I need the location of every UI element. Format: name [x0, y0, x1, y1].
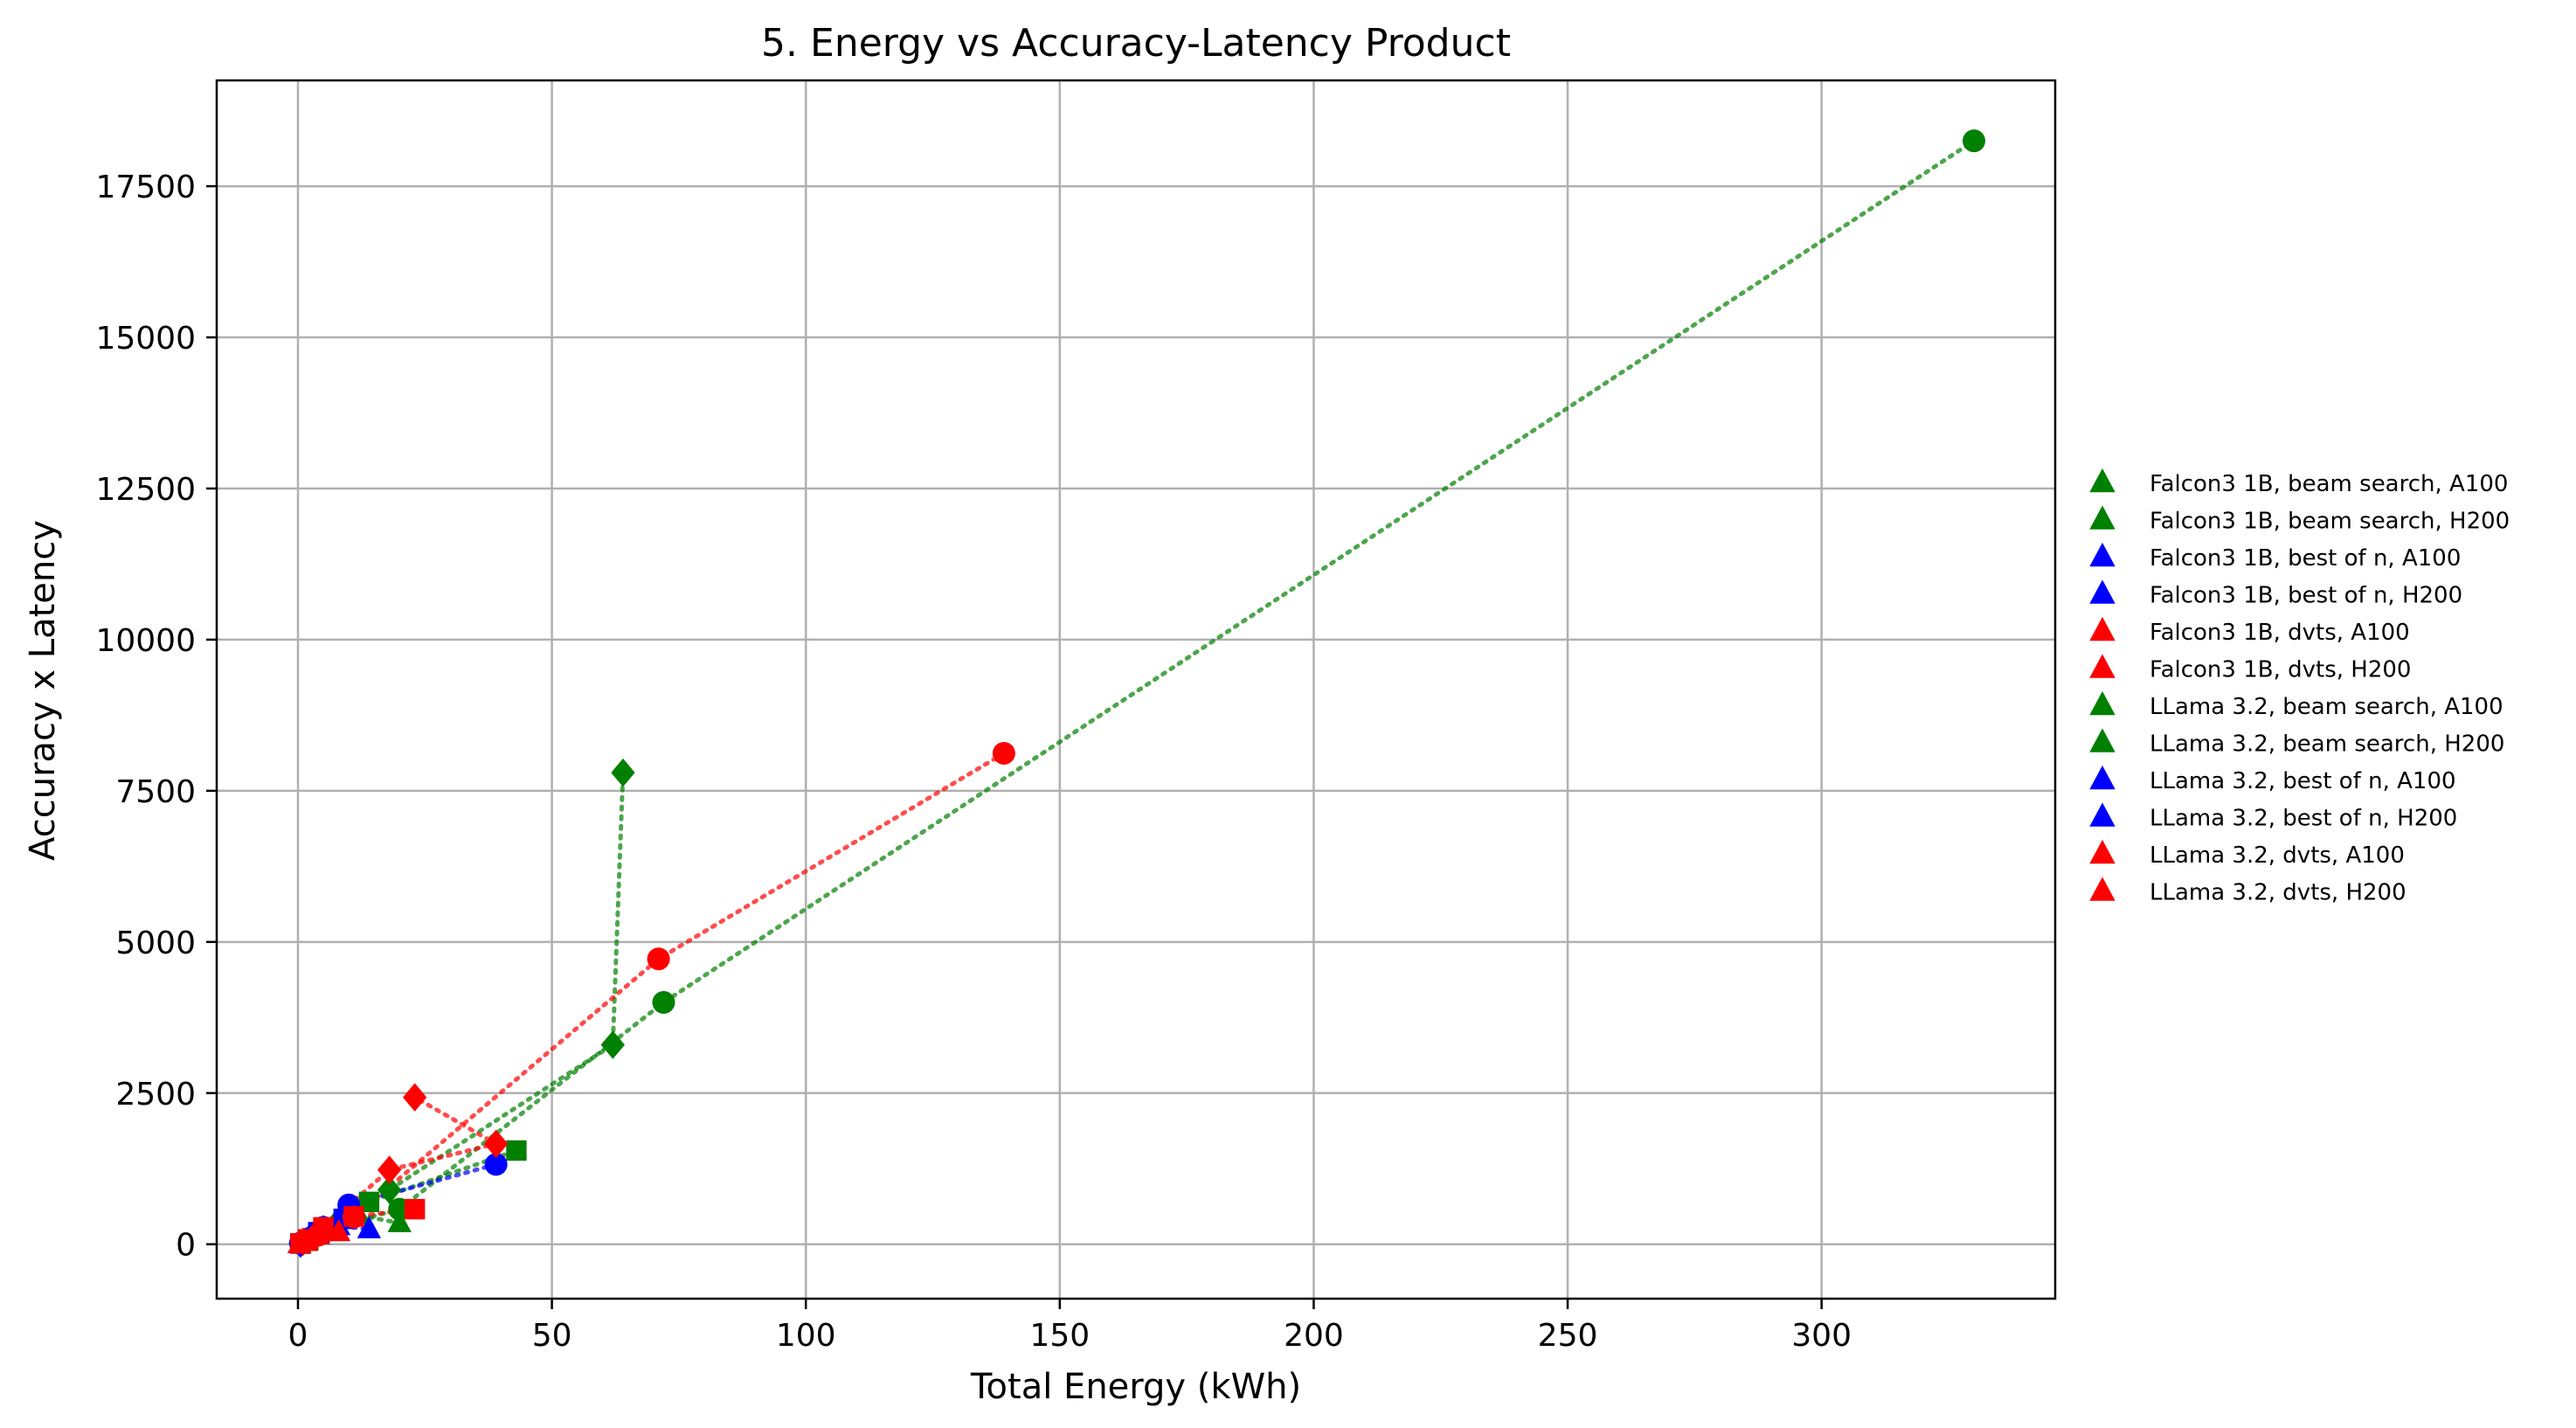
series-line — [298, 770, 626, 1246]
x-tick-label: 0 — [288, 1318, 308, 1354]
legend-label: Falcon3 1B, best of n, H200 — [2150, 583, 2462, 609]
y-axis-label: Accuracy x Latency — [23, 520, 63, 861]
legend-marker — [2089, 690, 2116, 716]
legend-marker — [2089, 505, 2116, 530]
legend-label: LLama 3.2, beam search, H200 — [2150, 731, 2504, 758]
legend-label: Falcon3 1B, dvts, A100 — [2150, 620, 2410, 646]
legend-marker — [2089, 616, 2116, 641]
data-point — [306, 1222, 330, 1244]
legend-label: LLama 3.2, dvts, H200 — [2150, 880, 2406, 906]
legend-marker — [2089, 877, 2116, 901]
x-tick-label: 150 — [1029, 1318, 1090, 1354]
legend-label: Falcon3 1B, beam search, A100 — [2150, 471, 2508, 497]
data-point — [326, 1218, 351, 1242]
data-point — [357, 1216, 382, 1238]
y-tick-label: 10000 — [95, 623, 196, 659]
legend-marker — [2089, 654, 2116, 678]
legend-label: LLama 3.2, best of n, A100 — [2150, 768, 2456, 794]
x-axis-ticks: 0 50 100 150 200 250 300 — [288, 1299, 1852, 1354]
legend-marker — [2089, 468, 2116, 493]
x-tick-label: 100 — [776, 1318, 836, 1354]
data-point — [403, 1083, 427, 1112]
x-tick-label: 200 — [1284, 1318, 1344, 1354]
x-tick-label: 50 — [532, 1318, 572, 1354]
data-point — [600, 1030, 625, 1059]
legend-label: Falcon3 1B, beam search, H200 — [2150, 509, 2510, 535]
data-point — [377, 1155, 402, 1184]
data-point — [611, 758, 635, 787]
plot-frame — [215, 79, 2057, 1300]
data-point — [652, 991, 675, 1015]
data-point — [377, 1175, 402, 1204]
grid — [217, 80, 2055, 1299]
y-tick-label: 17500 — [95, 170, 196, 205]
data-point — [387, 1210, 412, 1232]
legend-marker — [2089, 728, 2116, 752]
series-markers — [287, 129, 1986, 1258]
legend-label: LLama 3.2, dvts, A100 — [2150, 842, 2405, 869]
data-point — [484, 1129, 509, 1159]
legend: Falcon3 1B, beam search, A100 Falcon3 1B,… — [2089, 468, 2510, 906]
data-point — [404, 1198, 426, 1220]
x-axis-label: Total Energy (kWh) — [970, 1367, 1301, 1407]
legend-marker — [2089, 839, 2116, 864]
data-point — [647, 947, 670, 971]
data-point — [484, 1153, 508, 1176]
data-point — [343, 1206, 364, 1227]
y-tick-label: 12500 — [95, 472, 196, 508]
x-tick-label: 300 — [1791, 1318, 1852, 1354]
x-tick-label: 250 — [1538, 1318, 1598, 1354]
y-axis-ticks: 0 2500 5000 7500 10000 12500 15000 17500 — [95, 170, 217, 1264]
legend-label: LLama 3.2, best of n, H200 — [2150, 806, 2457, 832]
legend-marker — [2089, 579, 2116, 604]
data-point — [992, 741, 1015, 765]
y-tick-label: 7500 — [115, 774, 196, 810]
chart-title: 5. Energy vs Accuracy-Latency Product — [761, 21, 1511, 66]
data-point — [1963, 129, 1986, 153]
data-point — [294, 1229, 318, 1251]
y-tick-label: 0 — [176, 1228, 196, 1264]
legend-label: Falcon3 1B, dvts, H200 — [2150, 657, 2411, 683]
legend-marker — [2089, 542, 2116, 567]
legend-label: LLama 3.2, beam search, A100 — [2150, 694, 2503, 720]
y-tick-label: 2500 — [115, 1077, 196, 1113]
legend-marker — [2089, 802, 2116, 827]
legend-label: Falcon3 1B, best of n, A100 — [2150, 545, 2461, 572]
y-tick-label: 5000 — [115, 925, 196, 961]
series-lines — [297, 138, 1977, 1246]
y-tick-label: 15000 — [95, 321, 196, 357]
data-point — [506, 1140, 527, 1161]
legend-marker — [2089, 765, 2116, 790]
